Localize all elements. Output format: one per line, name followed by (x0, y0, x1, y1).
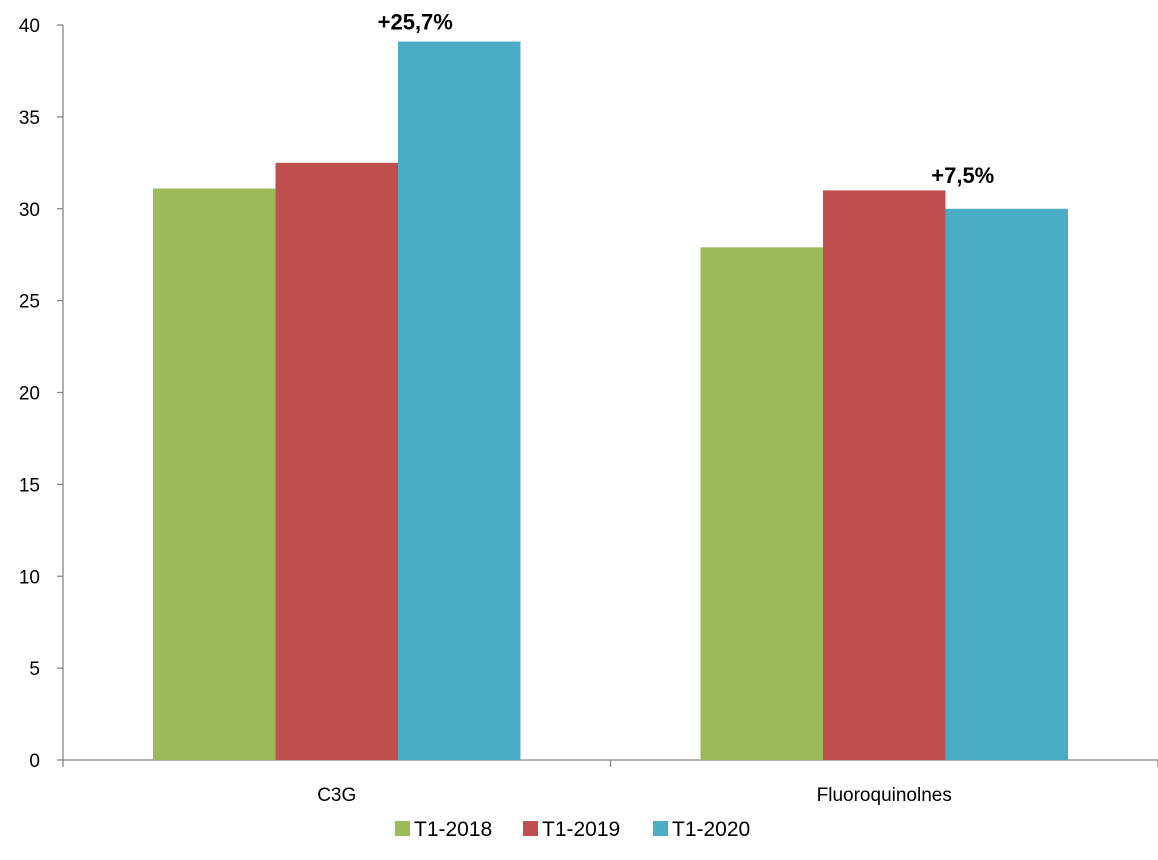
x-category-label: Fluoroquinolnes (817, 785, 952, 806)
legend-label: T1-2019 (542, 818, 620, 841)
x-axis: C3G Fluoroquinolnes (63, 760, 1158, 806)
bar-t1-2019-fluoroquinolnes (823, 190, 946, 760)
y-tick-label: 5 (29, 659, 40, 680)
bar-t1-2018-fluoroquinolnes (701, 247, 824, 760)
y-tick-label: 40 (19, 16, 40, 37)
bar-t1-2018-c3g (153, 189, 276, 760)
y-tick-label: 15 (19, 475, 40, 496)
legend-item: T1-2020 (653, 818, 750, 841)
y-tick-label: 10 (19, 567, 40, 588)
bar-t1-2020-fluoroquinolnes (946, 209, 1069, 760)
legend-swatch (395, 821, 410, 836)
y-tick-label: 25 (19, 292, 40, 313)
x-category-label: C3G (317, 785, 356, 806)
bar-t1-2019-c3g (276, 163, 399, 760)
legend-item: T1-2019 (523, 818, 620, 841)
bars (153, 42, 1068, 760)
legend-swatch (653, 821, 668, 836)
annotation-label: +25,7% (378, 10, 453, 35)
legend-item: T1-2018 (395, 818, 492, 841)
y-tick-label: 20 (19, 384, 40, 405)
y-axis: 0 5 10 15 20 25 30 35 40 (19, 16, 63, 772)
bar-t1-2020-c3g (398, 42, 521, 760)
annotation-label: +7,5% (931, 163, 994, 188)
y-tick-label: 30 (19, 200, 40, 221)
legend: T1-2018 T1-2019 T1-2020 (395, 818, 750, 841)
legend-label: T1-2018 (414, 818, 492, 841)
y-tick-label: 0 (29, 751, 40, 772)
legend-label: T1-2020 (672, 818, 750, 841)
legend-swatch (523, 821, 538, 836)
y-tick-label: 35 (19, 108, 40, 129)
